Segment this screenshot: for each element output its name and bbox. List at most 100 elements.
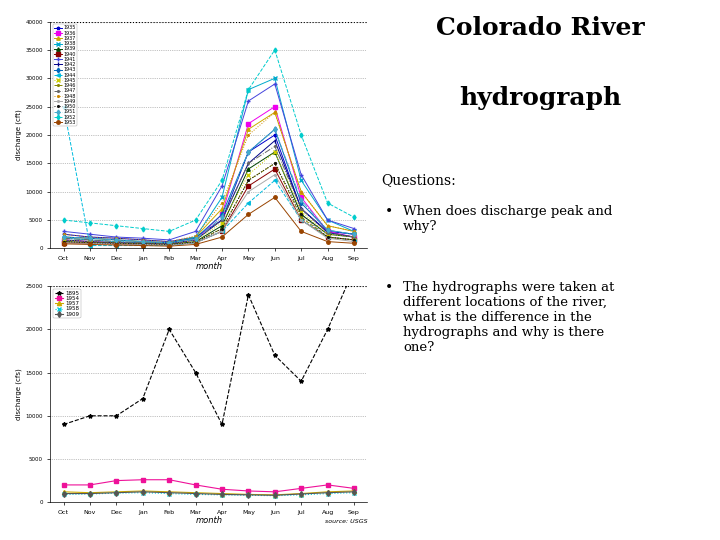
- 1938: [244, 86, 253, 93]
- 1958: [323, 490, 332, 497]
- 1953: [297, 228, 305, 234]
- 1957: [244, 491, 253, 498]
- 1909: [138, 489, 147, 495]
- 1947: [350, 234, 359, 240]
- 1941: [59, 228, 68, 234]
- 1935: [86, 234, 94, 240]
- 1953: [86, 241, 94, 248]
- 1895: [323, 326, 332, 333]
- Line: 1951: 1951: [62, 127, 356, 245]
- 1941: [244, 98, 253, 104]
- 1944: [350, 237, 359, 243]
- Line: 1936: 1936: [62, 105, 356, 246]
- 1950: [86, 239, 94, 246]
- 1953: [244, 211, 253, 218]
- 1935: [138, 237, 147, 243]
- 1947: [86, 237, 94, 243]
- 1957: [165, 489, 174, 495]
- 1948: [217, 200, 226, 206]
- 1946: [350, 237, 359, 243]
- 1947: [165, 240, 174, 247]
- 1895: [59, 421, 68, 428]
- 1950: [138, 241, 147, 247]
- 1946: [244, 177, 253, 184]
- 1952: [217, 177, 226, 184]
- 1943: [138, 238, 147, 245]
- 1953: [323, 238, 332, 245]
- 1939: [192, 238, 200, 245]
- 1954: [112, 477, 121, 484]
- 1945: [138, 240, 147, 247]
- 1950: [165, 241, 174, 248]
- 1938: [138, 239, 147, 246]
- 1945: [59, 237, 68, 243]
- Line: 1939: 1939: [62, 150, 356, 246]
- 1951: [323, 227, 332, 233]
- 1909: [350, 489, 359, 495]
- 1946: [192, 239, 200, 245]
- 1947: [217, 217, 226, 223]
- 1958: [271, 492, 279, 499]
- 1948: [350, 228, 359, 234]
- 1943: [165, 239, 174, 246]
- 1942: [112, 239, 121, 246]
- 1941: [323, 217, 332, 223]
- 1954: [86, 482, 94, 488]
- Text: •: •: [385, 205, 393, 219]
- Legend: 1935, 1936, 1937, 1938, 1939, 1940, 1941, 1942, 1943, 1944, 1945, 1946, 1947, 19: 1935, 1936, 1937, 1938, 1939, 1940, 1941…: [53, 24, 77, 126]
- 1949: [297, 217, 305, 223]
- 1952: [271, 47, 279, 53]
- Y-axis label: discharge (cft): discharge (cft): [16, 110, 22, 160]
- 1940: [165, 242, 174, 248]
- 1944: [165, 242, 174, 249]
- 1936: [323, 228, 332, 234]
- 1958: [350, 489, 359, 496]
- 1949: [59, 239, 68, 246]
- 1938: [271, 75, 279, 82]
- 1947: [59, 235, 68, 241]
- 1909: [112, 489, 121, 496]
- 1937: [350, 228, 359, 234]
- 1942: [297, 205, 305, 212]
- 1943: [217, 211, 226, 218]
- 1939: [112, 240, 121, 247]
- 1941: [192, 228, 200, 234]
- 1941: [165, 237, 174, 243]
- 1953: [271, 194, 279, 200]
- 1941: [350, 225, 359, 232]
- 1958: [138, 489, 147, 496]
- 1954: [59, 482, 68, 488]
- 1945: [297, 208, 305, 215]
- 1954: [244, 488, 253, 494]
- 1948: [271, 109, 279, 116]
- 1946: [138, 241, 147, 247]
- 1938: [192, 234, 200, 240]
- 1952: [86, 220, 94, 226]
- 1951: [297, 197, 305, 204]
- 1949: [244, 188, 253, 195]
- Text: Colorado River: Colorado River: [436, 16, 644, 40]
- 1909: [271, 492, 279, 498]
- 1936: [192, 237, 200, 243]
- 1938: [59, 235, 68, 241]
- Line: 1953: 1953: [62, 195, 356, 248]
- 1909: [297, 491, 305, 497]
- 1939: [297, 211, 305, 218]
- 1895: [165, 326, 174, 333]
- 1949: [271, 172, 279, 178]
- 1953: [350, 240, 359, 247]
- 1950: [350, 237, 359, 243]
- 1945: [271, 148, 279, 156]
- 1951: [59, 234, 68, 240]
- 1947: [244, 160, 253, 166]
- 1937: [244, 126, 253, 132]
- Line: 1945: 1945: [62, 150, 356, 246]
- 1943: [297, 200, 305, 206]
- 1947: [323, 230, 332, 236]
- 1937: [138, 238, 147, 245]
- 1946: [323, 234, 332, 240]
- X-axis label: month: month: [195, 262, 222, 272]
- 1958: [165, 490, 174, 497]
- 1947: [138, 239, 147, 246]
- 1945: [165, 241, 174, 247]
